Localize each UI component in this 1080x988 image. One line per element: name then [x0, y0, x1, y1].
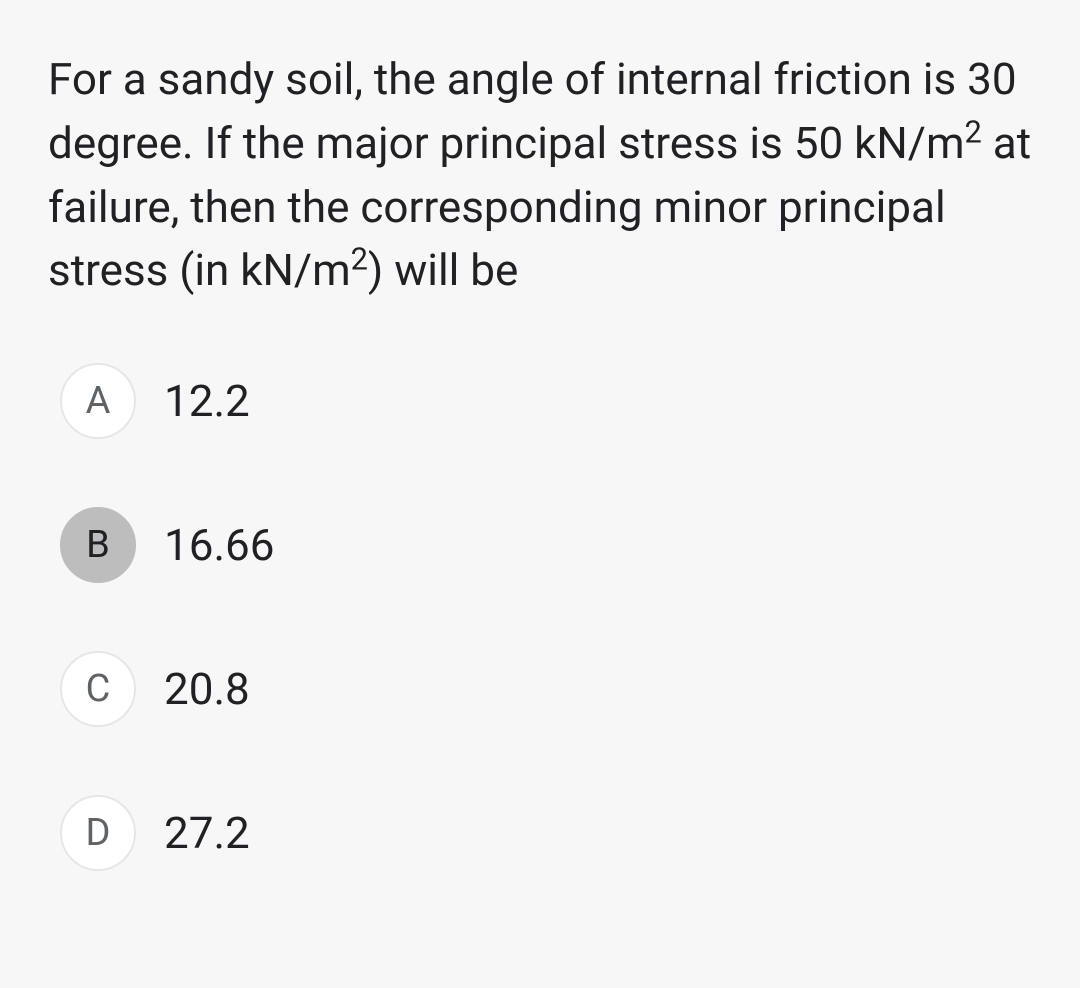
question-sup2: 2: [351, 241, 368, 278]
question-part3: ) will be: [368, 244, 518, 296]
question-part1: For a sandy soil, the angle of internal …: [48, 53, 1017, 169]
option-c[interactable]: C 20.8: [60, 651, 1032, 727]
question-sup1: 2: [965, 113, 982, 150]
option-a-text: 12.2: [164, 375, 250, 427]
option-c-text: 20.8: [164, 663, 250, 715]
option-d-badge: D: [60, 795, 136, 871]
option-d[interactable]: D 27.2: [60, 795, 1032, 871]
option-b-badge: B: [60, 507, 136, 583]
option-a-badge: A: [60, 363, 136, 439]
options-list: A 12.2 B 16.66 C 20.8 D 27.2: [48, 363, 1032, 871]
option-c-badge: C: [60, 651, 136, 727]
option-b[interactable]: B 16.66: [60, 507, 1032, 583]
quiz-container: For a sandy soil, the angle of internal …: [0, 0, 1080, 871]
option-a[interactable]: A 12.2: [60, 363, 1032, 439]
option-d-text: 27.2: [164, 807, 250, 859]
option-b-text: 16.66: [164, 519, 275, 571]
question-text: For a sandy soil, the angle of internal …: [48, 48, 1032, 303]
